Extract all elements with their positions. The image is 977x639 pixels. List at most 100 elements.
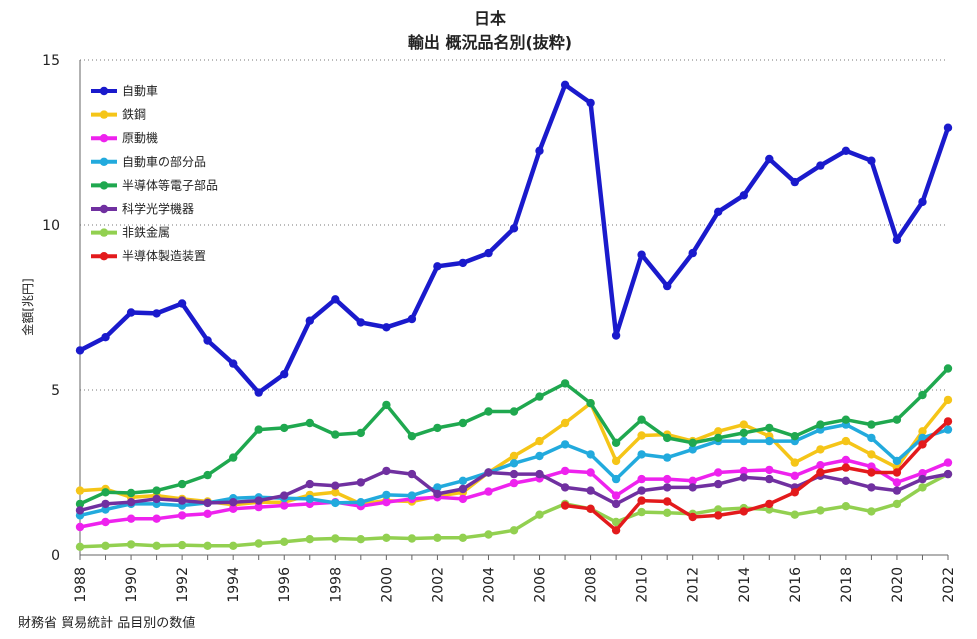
series-2-point [152,514,161,523]
series-5-point [407,469,417,479]
series-7-point [714,207,723,216]
series-3-point [305,494,314,504]
series-4-point [356,428,365,438]
series-1-point [331,488,340,497]
series-5-point [739,473,748,482]
series-6-point [765,499,774,509]
legend-marker [99,86,109,96]
series-7-point [126,308,136,317]
series-5-point [892,486,902,495]
series-0-point [611,517,621,527]
series-4-point [126,488,136,498]
series-2-point [382,498,391,507]
series-3-point [637,450,646,459]
series-0-point [918,483,927,492]
legend-marker [99,134,109,143]
legend-item: 自動車の部分品 [91,154,206,169]
series-7-point [509,224,519,233]
series-2-point [203,509,212,518]
series-7-point [177,299,187,308]
series-2-point [714,468,723,477]
series-6-point [943,417,953,426]
series-4-point [688,438,697,447]
y-tick-label: 15 [42,53,60,69]
series-5-point [356,478,365,487]
series-4-point [458,418,468,428]
series-6-point [790,488,799,497]
series-2-point [918,469,927,478]
series-2-point [509,478,519,488]
series-2-point [841,455,851,465]
series-7-point [433,262,442,271]
series-5-point [765,474,774,484]
series-2-point [867,462,876,471]
series-7-point [739,191,748,200]
series-4-point [509,407,519,416]
series-6-point [637,496,646,505]
series-4-point [535,392,544,401]
series-0-point [305,535,314,544]
series-7-point [356,318,365,327]
series-0-point [458,533,468,542]
series-6-point [892,468,902,477]
series-6-point [867,468,876,477]
series-4-point [382,400,391,410]
series-4-point [560,379,570,388]
series-0-point [152,541,161,550]
series-2-point [892,478,902,487]
series-1-point [739,420,748,429]
x-tick-label: 2006 [533,567,549,603]
series-4-point [943,364,953,373]
legend-label: 自動車の部分品 [122,154,206,169]
series-2-point [75,522,85,532]
series-7-point [229,359,238,368]
series-5-point [943,469,953,479]
chart-title: 日本 [474,9,506,28]
series-7-line [78,82,951,395]
series-3-point [560,440,570,449]
legend-marker [99,228,109,237]
series-2-point [739,466,748,476]
series-5-point [663,483,672,492]
series-4-point [433,423,442,433]
series-5-point [637,486,646,495]
series-7-point [790,177,799,187]
series-5-point [101,499,110,509]
series-0-point [254,539,263,548]
series-5-point [331,481,340,490]
legend-item: 自動車 [91,84,158,98]
series-1-point [611,456,621,466]
series-7-point [101,333,110,342]
series-4-point [867,420,876,429]
series-0-point [382,533,391,542]
series-0-point [535,510,544,519]
series-0-point [484,530,493,539]
series-4-point [305,418,314,428]
series-2-point [484,487,493,496]
legend-label: 半導体製造装置 [122,249,206,263]
x-tick-label: 1998 [328,567,344,603]
series-3-point [356,498,365,507]
series-2-point [229,504,238,513]
series-4-point [75,499,85,509]
series-0-point [126,540,136,549]
series-7-point [75,346,85,355]
series-4 [75,364,953,509]
series-2-point [177,511,187,520]
series-5-point [560,483,570,492]
legend-item: 科学光学機器 [91,201,194,216]
series-6-point [560,501,570,510]
x-tick-label: 1990 [124,567,140,603]
series-7-point [765,154,774,164]
legend-label: 科学光学機器 [122,201,194,216]
series-2-point [663,474,672,484]
series-4-point [611,438,621,447]
x-tick-label: 2020 [890,567,906,603]
series-3-point [611,474,621,484]
series-0-point [407,534,417,543]
series-7-point [484,248,493,258]
legend-marker [99,204,109,214]
series-7-point [382,323,391,332]
legend-label: 自動車 [122,84,158,98]
